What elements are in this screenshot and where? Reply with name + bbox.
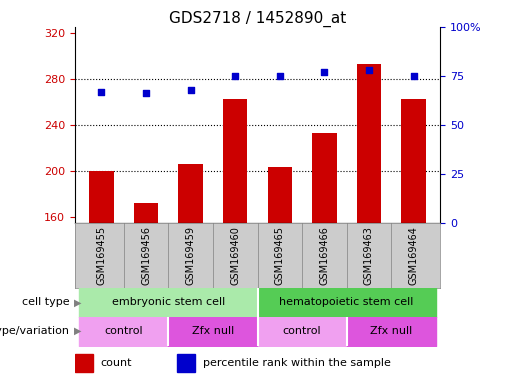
Text: GSM169459: GSM169459 [185, 226, 196, 285]
Bar [357, 64, 381, 384]
Point [231, 73, 239, 79]
Text: hematopoietic stem cell: hematopoietic stem cell [280, 297, 414, 308]
Text: ▶: ▶ [74, 297, 81, 308]
Point [142, 90, 150, 96]
Bar [178, 164, 203, 384]
Text: Zfx null: Zfx null [192, 326, 234, 336]
Text: count: count [100, 358, 132, 368]
Bar [134, 203, 158, 384]
Text: percentile rank within the sample: percentile rank within the sample [202, 358, 390, 368]
Text: GSM169463: GSM169463 [364, 226, 374, 285]
Text: GSM169455: GSM169455 [96, 226, 107, 285]
Bar [75, 354, 93, 372]
Point [186, 86, 195, 93]
Point [409, 73, 418, 79]
Text: GSM169456: GSM169456 [141, 226, 151, 285]
Bar [89, 171, 114, 384]
Bar [401, 99, 426, 384]
Point [276, 73, 284, 79]
Text: GSM169466: GSM169466 [319, 226, 330, 285]
Text: GSM169464: GSM169464 [408, 226, 419, 285]
Point [320, 69, 329, 75]
Bar [267, 167, 292, 384]
Text: GSM169460: GSM169460 [230, 226, 240, 285]
Text: GSM169465: GSM169465 [275, 226, 285, 285]
Text: embryonic stem cell: embryonic stem cell [112, 297, 225, 308]
Bar [223, 99, 248, 384]
Text: Zfx null: Zfx null [370, 326, 413, 336]
Text: control: control [105, 326, 143, 336]
Text: ▶: ▶ [74, 326, 81, 336]
Text: cell type: cell type [22, 297, 70, 308]
Bar [177, 354, 195, 372]
Point [365, 67, 373, 73]
Text: genotype/variation: genotype/variation [0, 326, 70, 336]
Point [97, 88, 106, 94]
Title: GDS2718 / 1452890_at: GDS2718 / 1452890_at [169, 11, 346, 27]
Bar [312, 133, 337, 384]
Text: control: control [283, 326, 321, 336]
